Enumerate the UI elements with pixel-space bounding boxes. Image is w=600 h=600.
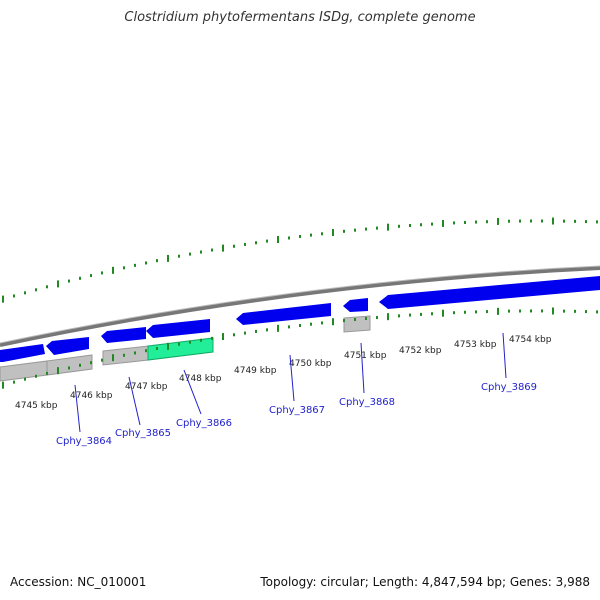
scale-label: 4750 kbp xyxy=(289,359,332,369)
genome-title: Clostridium phytofermentans ISDg, comple… xyxy=(124,10,476,25)
leader-line xyxy=(128,376,141,426)
gene-label[interactable]: Cphy_3868 xyxy=(339,397,395,408)
forward-strand-genes xyxy=(0,276,600,362)
scale-label: 4745 kbp xyxy=(15,401,58,411)
gene-arrow[interactable] xyxy=(236,303,331,325)
gene-label[interactable]: Cphy_3866 xyxy=(176,418,232,429)
scale-label: 4752 kbp xyxy=(399,346,442,356)
rna-gene-block[interactable] xyxy=(0,360,48,382)
scale-label: 4751 kbp xyxy=(344,351,387,361)
leader-line xyxy=(74,384,81,433)
inner-tick-ring xyxy=(2,307,598,389)
highlight-gene-block[interactable] xyxy=(147,337,214,361)
scale-label: 4747 kbp xyxy=(125,382,168,392)
scale-label: 4753 kbp xyxy=(454,340,497,350)
leader-line xyxy=(502,332,507,379)
gene-arrow[interactable] xyxy=(146,319,210,338)
outer-tick-ring xyxy=(2,217,598,303)
leader-line xyxy=(289,354,295,402)
gene-label-leaders xyxy=(74,332,507,433)
scale-labels: 4745 kbp 4746 kbp 4747 kbp 4748 kbp 4749… xyxy=(15,335,552,411)
rna-gene-block[interactable] xyxy=(102,345,149,366)
gene-label[interactable]: Cphy_3864 xyxy=(56,436,112,447)
scale-label: 4754 kbp xyxy=(509,335,552,345)
gene-arrow[interactable] xyxy=(0,344,45,362)
leader-line xyxy=(183,369,202,415)
gene-label[interactable]: Cphy_3869 xyxy=(481,382,537,393)
gene-arrow[interactable] xyxy=(343,298,368,312)
leader-line xyxy=(360,342,365,394)
gene-arrow[interactable] xyxy=(46,337,89,355)
rna-gene-block[interactable] xyxy=(46,354,93,376)
gene-arrow[interactable] xyxy=(101,327,146,343)
genome-backbone xyxy=(0,266,600,347)
scale-label: 4749 kbp xyxy=(234,366,277,376)
accession-label: Accession: NC_010001 xyxy=(10,575,147,589)
rna-gene-block[interactable] xyxy=(343,315,371,333)
scale-label: 4746 kbp xyxy=(70,391,113,401)
gene-label[interactable]: Cphy_3867 xyxy=(269,405,325,416)
gene-arrow[interactable] xyxy=(379,276,600,309)
scale-label: 4748 kbp xyxy=(179,374,222,384)
genome-summary: Topology: circular; Length: 4,847,594 bp… xyxy=(260,575,590,589)
gene-labels: Cphy_3864 Cphy_3865 Cphy_3866 Cphy_3867 … xyxy=(56,382,537,447)
gene-label[interactable]: Cphy_3865 xyxy=(115,428,171,439)
